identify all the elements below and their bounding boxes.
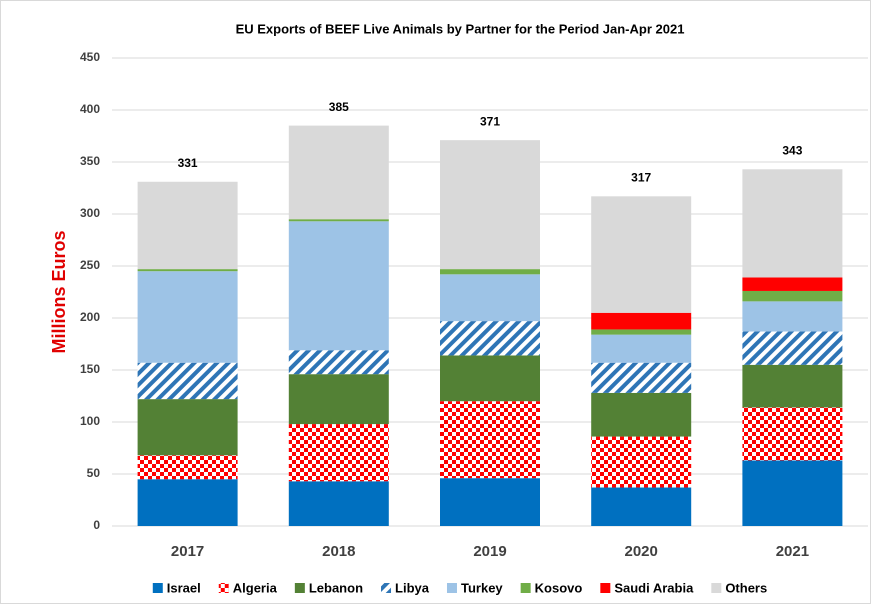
y-tick-label: 400 [80, 102, 100, 116]
bar-segment [591, 334, 692, 363]
total-label: 385 [329, 100, 349, 114]
x-tick-label: 2019 [473, 543, 506, 560]
chart-title: EU Exports of BEEF Live Animals by Partn… [236, 21, 685, 36]
bar-segment [137, 271, 238, 363]
bar-segment [742, 290, 843, 302]
bar-segment [288, 374, 389, 425]
bar-segment [591, 487, 692, 526]
bar-segment [742, 331, 843, 365]
legend-swatch [711, 583, 722, 593]
x-tick-label: 2018 [322, 543, 355, 560]
legend-label: Kosovo [535, 580, 583, 595]
bar-segment [137, 455, 238, 480]
legend: Israel Algeria Lebanon Libya Turkey Kosovo Sau… [152, 580, 767, 595]
bar-segment [288, 481, 389, 526]
bar-segment [440, 140, 540, 270]
bar-segment [591, 436, 692, 488]
bar-segment [288, 125, 389, 220]
y-tick-label: 50 [87, 466, 101, 480]
total-label: 371 [480, 114, 500, 128]
legend-label: Libya [395, 580, 430, 595]
bar-segment [591, 196, 692, 313]
total-label: 331 [178, 156, 198, 170]
bar-segment [137, 399, 238, 456]
legend-swatch [294, 583, 305, 593]
bar-segment [288, 219, 389, 222]
y-tick-label: 200 [80, 310, 100, 324]
y-tick-label: 0 [93, 518, 100, 532]
y-axis-label: Millions Euros [49, 230, 69, 353]
bar-segment [440, 274, 540, 322]
legend-label: Israel [167, 580, 201, 595]
legend-label: Turkey [461, 580, 503, 595]
bar-segment [288, 221, 389, 351]
legend-swatch [218, 583, 229, 593]
x-tick-label: 2017 [171, 543, 204, 560]
bar-segment [742, 169, 843, 278]
legend-swatch [152, 583, 163, 593]
bar-segment [288, 424, 389, 482]
legend-label: Lebanon [309, 580, 363, 595]
bar-segment [742, 364, 843, 408]
legend-label: Saudi Arabia [614, 580, 694, 595]
legend-swatch [600, 583, 611, 593]
y-tick-label: 100 [80, 414, 100, 428]
total-label: 317 [631, 170, 651, 184]
x-tick-label: 2020 [625, 543, 658, 560]
y-tick-label: 150 [80, 362, 100, 376]
bar-segment [137, 479, 238, 526]
y-tick-label: 300 [80, 206, 100, 220]
bar-segment [742, 277, 843, 291]
bar-segment [591, 362, 692, 393]
bar-segment [440, 321, 540, 356]
legend-label: Algeria [233, 580, 278, 595]
legend-swatch [446, 583, 457, 593]
bar-segment [137, 269, 238, 272]
bar-segment [742, 301, 843, 332]
legend-label: Others [725, 580, 767, 595]
x-tick-label: 2021 [776, 543, 809, 560]
y-tick-label: 250 [80, 258, 100, 272]
bar-segment [591, 392, 692, 437]
total-label: 343 [782, 143, 802, 157]
bar-segment [440, 478, 540, 526]
bar-segment [137, 362, 238, 400]
legend-swatch [520, 583, 531, 593]
bar-segment [742, 407, 843, 461]
y-tick-label: 450 [80, 50, 100, 64]
bar-segment [137, 181, 238, 270]
bar-segment [591, 312, 692, 330]
bar-segment [440, 401, 540, 479]
bar-segment [288, 350, 389, 375]
y-tick-label: 350 [80, 154, 100, 168]
bar-segment [440, 355, 540, 402]
bar-segment [440, 269, 540, 275]
legend-swatch [381, 583, 392, 593]
bar-segment [591, 329, 692, 335]
bar-segment [742, 460, 843, 526]
